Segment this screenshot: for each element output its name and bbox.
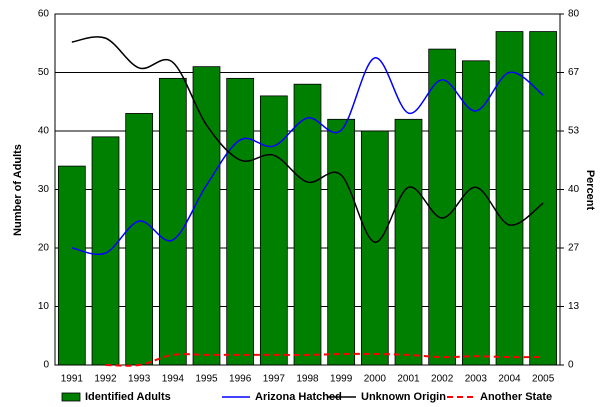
bar — [529, 31, 558, 366]
x-tick-label: 2001 — [397, 374, 420, 385]
y-tick-label: 0 — [43, 360, 49, 371]
line — [71, 36, 544, 243]
y-tick-label: 10 — [38, 301, 50, 312]
legend-swatch — [61, 392, 81, 402]
x-tick-label: 2003 — [465, 374, 488, 385]
bar — [394, 118, 423, 366]
y2-tick-label: 40 — [568, 184, 580, 195]
y-tick-label: 20 — [38, 243, 50, 254]
x-tick-label: 1999 — [330, 374, 353, 385]
bar — [495, 31, 524, 366]
y2-tick-label: 27 — [568, 243, 580, 254]
x-tick-label: 1995 — [195, 374, 218, 385]
bar — [158, 77, 187, 366]
bar — [226, 77, 255, 366]
legend-label: Identified Adults — [85, 391, 171, 403]
x-tick-label: 1993 — [128, 374, 151, 385]
bar — [428, 48, 457, 366]
y2-tick-label: 80 — [568, 9, 580, 20]
plot-border — [54, 13, 561, 366]
y2-tick-label: 13 — [568, 301, 580, 312]
x-tick-label: 1991 — [61, 374, 84, 385]
bar — [57, 165, 86, 366]
y-tick-label: 30 — [38, 184, 50, 195]
x-tick-label: 1998 — [296, 374, 319, 385]
x-tick-label: 1994 — [162, 374, 185, 385]
y2-axis-title: Percent — [584, 170, 596, 211]
x-tick-label: 2000 — [364, 374, 387, 385]
y2-tick-label: 53 — [568, 126, 580, 137]
bar — [293, 83, 322, 366]
line — [71, 57, 544, 256]
legend-label: Arizona Hatched — [255, 391, 342, 403]
legend-label: Another State — [480, 391, 552, 403]
y-tick-label: 50 — [38, 67, 50, 78]
bar — [327, 118, 356, 366]
bar — [91, 136, 120, 366]
y-axis-title: Number of Adults — [12, 144, 24, 236]
x-tick-label: 2002 — [431, 374, 454, 385]
bar — [192, 66, 221, 366]
legend-label: Unknown Origin — [361, 391, 446, 403]
y2-tick-label: 0 — [568, 360, 574, 371]
bar — [125, 113, 154, 366]
x-tick-label: 1997 — [263, 374, 286, 385]
y-tick-label: 60 — [38, 9, 50, 20]
bar — [259, 95, 288, 366]
x-tick-label: 2005 — [532, 374, 555, 385]
x-tick-label: 1996 — [229, 374, 252, 385]
x-tick-label: 1992 — [94, 374, 117, 385]
x-tick-label: 2004 — [498, 374, 521, 385]
y-tick-label: 40 — [38, 126, 50, 137]
bar — [360, 130, 389, 366]
line — [105, 352, 544, 367]
y2-tick-label: 67 — [568, 67, 580, 78]
